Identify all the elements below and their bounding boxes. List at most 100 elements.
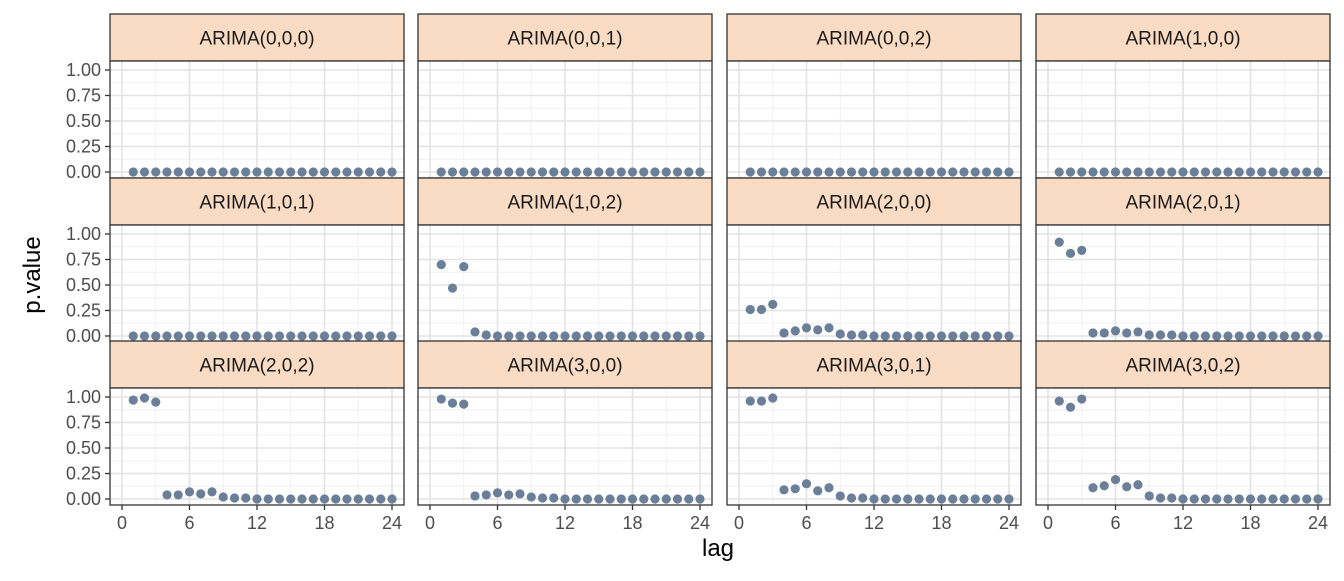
- data-point: [1234, 167, 1244, 177]
- data-point: [515, 331, 525, 341]
- x-tick-label: 12: [864, 513, 884, 533]
- data-point: [308, 331, 318, 341]
- data-point: [594, 494, 604, 504]
- data-point: [779, 167, 789, 177]
- data-point: [549, 331, 559, 341]
- data-point: [504, 167, 514, 177]
- data-point: [661, 494, 671, 504]
- data-point: [858, 167, 868, 177]
- data-point: [695, 331, 705, 341]
- facet-strip: [417, 13, 713, 62]
- data-point: [1200, 331, 1211, 341]
- facet-panel: ARIMA(3,0,1) 0 6 12 18 24: [726, 340, 1022, 533]
- data-point: [387, 167, 397, 177]
- data-point: [447, 167, 458, 177]
- data-point: [981, 331, 992, 341]
- data-point: [319, 167, 330, 177]
- data-point: [459, 167, 469, 177]
- data-point: [308, 167, 318, 177]
- data-point: [594, 331, 604, 341]
- data-point: [1155, 493, 1166, 503]
- data-point: [1268, 167, 1278, 177]
- data-point: [1279, 331, 1289, 341]
- data-point: [387, 331, 397, 341]
- facet-title: ARIMA(2,0,1): [1125, 193, 1240, 214]
- data-point: [1004, 494, 1014, 504]
- data-point: [436, 260, 446, 270]
- data-point: [515, 167, 525, 177]
- data-point: [993, 331, 1003, 341]
- data-point: [139, 167, 150, 177]
- data-point: [1155, 167, 1166, 177]
- facet-panel: ARIMA(0,0,0) 0.00 0.25 0.50 0.75 1.00: [66, 13, 405, 182]
- data-point: [684, 167, 694, 177]
- data-point: [745, 396, 755, 406]
- data-point: [627, 494, 638, 504]
- x-tick-label: 6: [801, 513, 811, 533]
- data-point: [981, 494, 992, 504]
- data-point: [846, 493, 857, 503]
- data-point: [903, 494, 913, 504]
- data-point: [504, 490, 514, 500]
- data-point: [1313, 167, 1323, 177]
- data-point: [616, 331, 626, 341]
- data-point: [492, 167, 503, 177]
- data-point: [173, 167, 183, 177]
- data-point: [504, 331, 514, 341]
- data-point: [650, 494, 660, 504]
- data-point: [948, 494, 958, 504]
- data-point: [1133, 480, 1143, 490]
- data-point: [537, 331, 548, 341]
- data-point: [436, 167, 446, 177]
- data-point: [1088, 167, 1098, 177]
- data-point: [571, 331, 581, 341]
- data-point: [801, 323, 812, 333]
- data-point: [925, 331, 935, 341]
- data-point: [756, 304, 767, 315]
- data-point: [1279, 494, 1289, 504]
- data-point: [218, 331, 228, 341]
- data-point: [1223, 331, 1233, 341]
- data-point: [1245, 167, 1256, 177]
- data-point: [1122, 482, 1132, 492]
- x-tick-label: 24: [999, 513, 1019, 533]
- y-tick-label: 0.75: [66, 413, 101, 433]
- data-point: [481, 490, 491, 500]
- data-point: [1268, 331, 1278, 341]
- data-point: [1099, 328, 1109, 338]
- facet-panel: ARIMA(3,0,0) 0 6 12 18 24: [417, 340, 713, 533]
- data-point: [376, 494, 386, 504]
- data-point: [319, 331, 330, 341]
- data-point: [914, 331, 924, 341]
- facet-title: ARIMA(2,0,0): [816, 193, 931, 214]
- data-point: [342, 331, 352, 341]
- data-point: [1189, 331, 1199, 341]
- x-tick-label: 6: [184, 513, 194, 533]
- data-point: [447, 283, 458, 293]
- data-point: [790, 326, 800, 336]
- data-point: [364, 331, 375, 341]
- data-point: [1302, 494, 1312, 504]
- facet-title: ARIMA(0,0,0): [199, 29, 314, 50]
- data-point: [639, 331, 649, 341]
- facet-title: ARIMA(0,0,2): [816, 29, 931, 50]
- data-point: [790, 167, 800, 177]
- data-point: [1122, 167, 1132, 177]
- data-point: [1257, 331, 1267, 341]
- data-point: [1212, 494, 1222, 504]
- facet-strip: [726, 13, 1022, 62]
- data-point: [768, 299, 778, 309]
- data-point: [869, 331, 879, 341]
- data-point: [207, 487, 217, 497]
- facet-panel: ARIMA(1,0,1) 0.00 0.25 0.50 0.75 1.00: [66, 177, 405, 346]
- data-point: [914, 167, 924, 177]
- data-point: [297, 331, 307, 341]
- data-point: [813, 486, 823, 496]
- data-point: [1313, 494, 1323, 504]
- data-point: [1088, 483, 1098, 493]
- data-point: [1245, 494, 1256, 504]
- data-point: [948, 331, 958, 341]
- x-tick-label: 18: [931, 513, 951, 533]
- facet-title: ARIMA(0,0,1): [507, 29, 622, 50]
- x-tick-label: 24: [1308, 513, 1328, 533]
